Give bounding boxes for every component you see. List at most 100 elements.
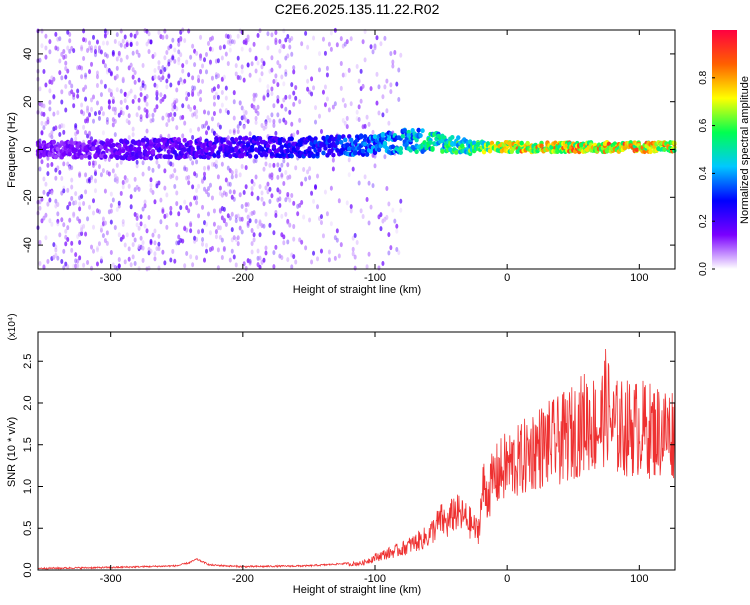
spectral-dot	[339, 36, 343, 42]
spectral-dot	[121, 222, 125, 228]
spectral-dot	[365, 114, 369, 120]
spectral-dot	[355, 64, 359, 70]
spectral-dot	[48, 106, 52, 112]
spectral-dot	[62, 123, 66, 129]
spectral-dot	[298, 99, 302, 105]
spectral-dot	[163, 213, 167, 219]
spectral-dot	[197, 183, 201, 189]
spectral-dot	[191, 262, 195, 268]
spectral-dot	[355, 239, 359, 245]
spectral-dot	[191, 160, 195, 166]
spectral-dot	[135, 184, 139, 190]
spectral-dot	[135, 112, 139, 118]
spectral-dot	[60, 259, 64, 265]
spectral-dot	[84, 72, 88, 78]
spectral-dot	[95, 39, 99, 45]
spectral-dot	[62, 129, 66, 135]
spectral-dot	[276, 197, 280, 203]
spectral-dot	[95, 83, 99, 89]
spectral-dot	[191, 112, 195, 118]
spectral-dot	[304, 245, 308, 251]
spectral-dot	[135, 41, 139, 47]
spectral-dot	[400, 133, 405, 139]
spectrogram-x-ticks: -300 -200 -100 0 100	[100, 30, 648, 284]
spectral-dot	[212, 162, 216, 168]
spectral-dot	[205, 69, 209, 75]
spectral-dot	[201, 78, 205, 84]
spectral-dot	[218, 45, 222, 51]
spectral-dot	[76, 88, 80, 94]
spectral-dot	[525, 140, 530, 146]
spectral-dot	[258, 232, 262, 238]
spectral-dot	[662, 147, 667, 152]
spectral-dot	[44, 235, 48, 241]
spectral-dot	[40, 43, 44, 49]
spectral-dot	[167, 73, 171, 79]
spectral-dot	[38, 138, 42, 144]
spectral-dot	[232, 254, 236, 260]
spectral-dot	[195, 200, 199, 206]
spectral-dot	[97, 164, 101, 170]
spectral-dot	[195, 187, 199, 193]
x-tick-label: 0	[504, 573, 510, 585]
spectral-dot	[292, 101, 296, 107]
spectral-dot	[282, 180, 286, 186]
colorbar-ticks: 0.0 0.2 0.4 0.6 0.8	[698, 70, 715, 276]
spectral-dot	[95, 70, 99, 76]
spectral-dot	[294, 85, 298, 91]
spectral-dot	[359, 68, 363, 74]
spectral-dot	[234, 71, 238, 77]
spectral-dot	[352, 150, 358, 156]
spectral-dot	[165, 49, 169, 55]
spectral-dot	[157, 241, 161, 247]
spectral-dot	[284, 94, 288, 100]
spectral-dot	[250, 210, 254, 216]
spectral-dot	[222, 246, 226, 252]
spectral-dot	[139, 117, 143, 123]
spectral-dot	[141, 240, 145, 246]
spectral-dot	[68, 165, 72, 171]
spectral-dot	[157, 65, 161, 71]
spectral-dot	[92, 248, 96, 254]
spectral-dot	[175, 98, 179, 104]
spectral-dot	[143, 203, 147, 209]
spectral-dot	[327, 249, 331, 255]
spectral-dot	[107, 99, 111, 105]
spectral-dot	[187, 175, 191, 181]
spectral-dot	[238, 225, 242, 231]
spectral-dot	[177, 211, 181, 217]
spectral-dot	[272, 118, 276, 124]
spectral-dot	[284, 170, 288, 176]
spectral-dot	[95, 245, 99, 251]
spectral-dot	[145, 93, 149, 99]
spectral-dot	[308, 166, 312, 172]
spectral-dot	[101, 216, 105, 222]
spectral-dot	[262, 201, 266, 207]
spectral-dot	[109, 138, 114, 144]
spectral-dot	[203, 220, 207, 226]
spectral-dot	[70, 83, 74, 89]
spectral-dot	[131, 254, 135, 260]
spectral-dot	[121, 184, 125, 190]
spectral-dot	[316, 204, 320, 210]
spectral-dot	[270, 112, 274, 118]
spectral-dot	[228, 181, 232, 187]
spectral-dot	[42, 176, 46, 182]
spectral-dot	[315, 151, 320, 157]
spectral-dot	[66, 236, 70, 242]
spectral-dot	[56, 165, 60, 171]
spectral-dot	[197, 213, 201, 219]
x-tick-label: -100	[364, 272, 386, 284]
spectral-dot	[250, 61, 254, 67]
spectral-dot	[151, 189, 155, 195]
spectral-dot	[430, 147, 435, 152]
spectral-dot	[171, 248, 175, 254]
spectral-dot	[361, 39, 365, 45]
spectral-dot	[325, 134, 330, 140]
spectral-dot	[147, 49, 151, 55]
spectral-dot	[64, 107, 68, 113]
spectral-dot	[101, 111, 105, 117]
spectral-dot	[379, 212, 383, 218]
spectral-dot	[265, 143, 271, 149]
spectral-dot	[179, 35, 183, 41]
